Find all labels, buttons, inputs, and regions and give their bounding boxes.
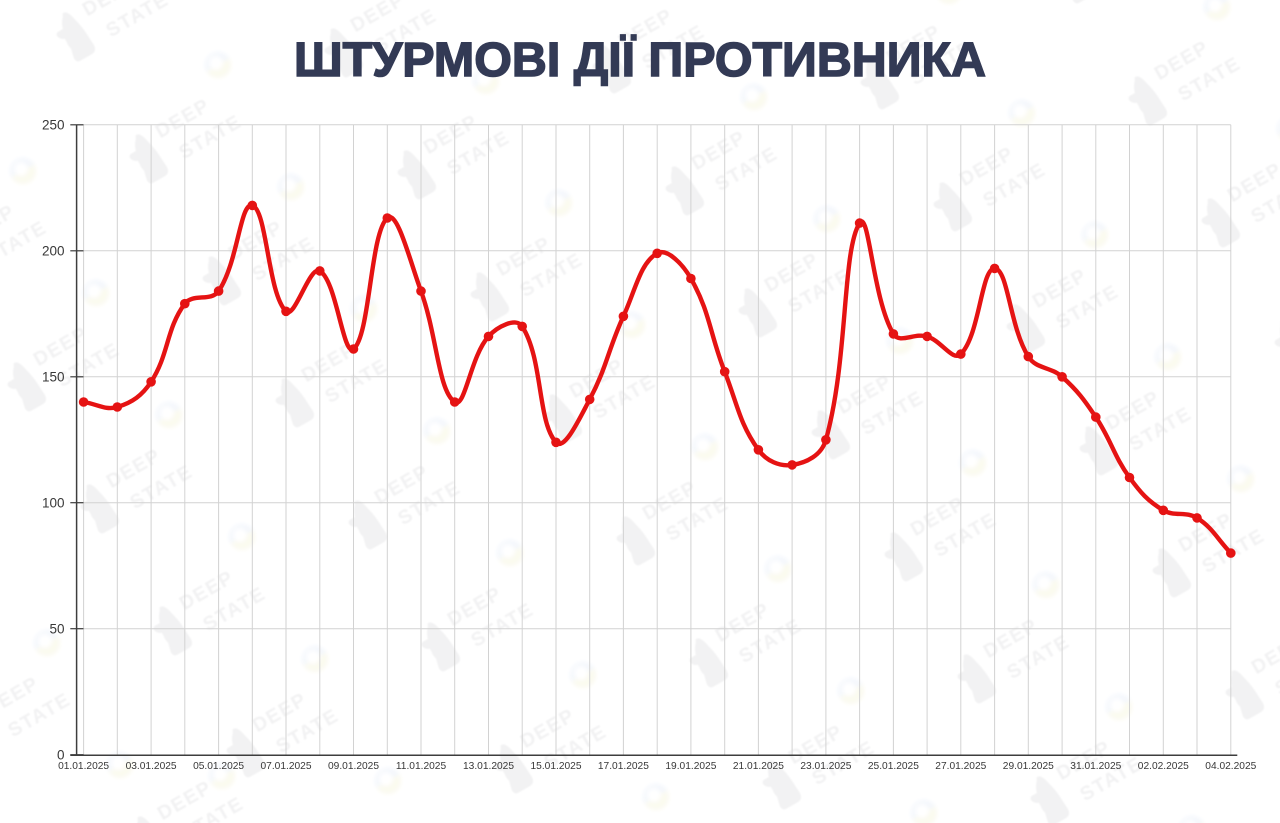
svg-text:200: 200	[42, 244, 65, 259]
svg-text:02.02.2025: 02.02.2025	[1138, 761, 1189, 772]
svg-text:07.01.2025: 07.01.2025	[261, 761, 312, 772]
svg-text:13.01.2025: 13.01.2025	[463, 761, 514, 772]
svg-text:100: 100	[42, 496, 65, 511]
svg-text:21.01.2025: 21.01.2025	[733, 761, 784, 772]
svg-text:50: 50	[49, 622, 64, 637]
svg-text:250: 250	[42, 118, 65, 133]
svg-text:04.02.2025: 04.02.2025	[1205, 761, 1256, 772]
svg-text:ШТУРМОВІ ДІЇ ПРОТИВНИКА: ШТУРМОВІ ДІЇ ПРОТИВНИКА	[294, 34, 986, 87]
svg-text:25.01.2025: 25.01.2025	[868, 761, 919, 772]
svg-text:01.01.2025: 01.01.2025	[58, 761, 109, 772]
svg-text:0: 0	[57, 748, 65, 763]
svg-text:27.01.2025: 27.01.2025	[935, 761, 986, 772]
svg-text:09.01.2025: 09.01.2025	[328, 761, 379, 772]
svg-text:11.01.2025: 11.01.2025	[396, 761, 447, 772]
svg-text:31.01.2025: 31.01.2025	[1070, 761, 1121, 772]
svg-text:15.01.2025: 15.01.2025	[531, 761, 582, 772]
svg-text:05.01.2025: 05.01.2025	[193, 761, 244, 772]
svg-text:23.01.2025: 23.01.2025	[800, 761, 851, 772]
svg-text:19.01.2025: 19.01.2025	[665, 761, 716, 772]
svg-text:150: 150	[42, 370, 65, 385]
svg-text:29.01.2025: 29.01.2025	[1003, 761, 1054, 772]
svg-text:03.01.2025: 03.01.2025	[126, 761, 177, 772]
svg-text:17.01.2025: 17.01.2025	[598, 761, 649, 772]
